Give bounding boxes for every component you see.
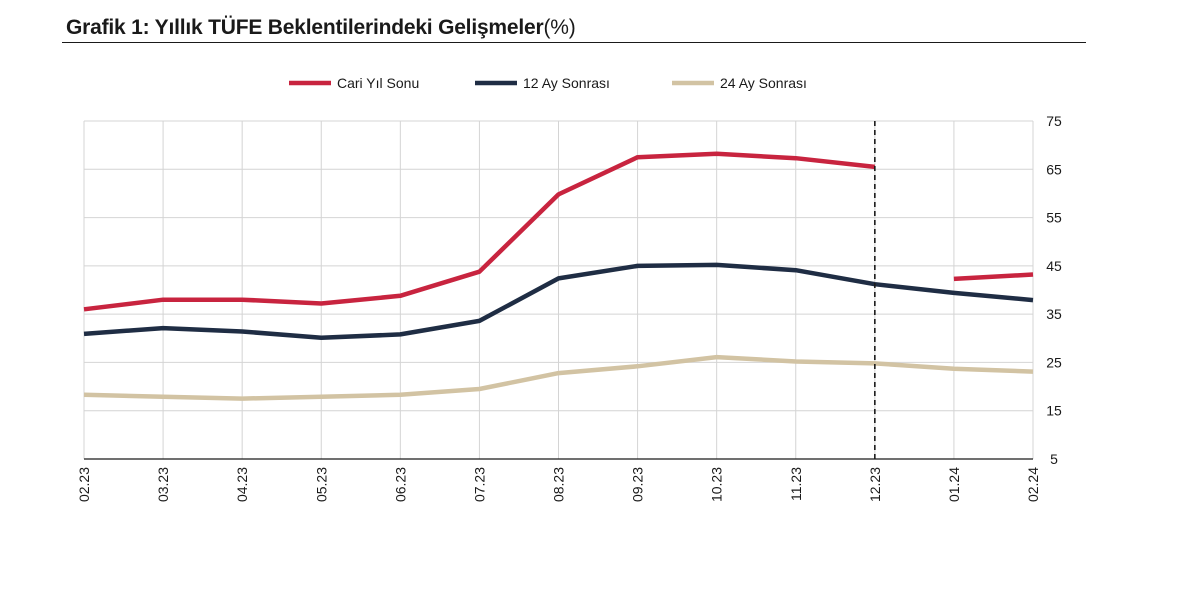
- y-tick-label-75: 75: [1046, 113, 1062, 129]
- chart-title: Grafik 1: Yıllık TÜFE Beklentilerindeki …: [66, 16, 576, 40]
- title-underline: [62, 42, 1086, 43]
- series-line-1-segment-1: [83, 151, 876, 312]
- y-tick-label-65: 65: [1046, 161, 1062, 177]
- x-tick-label-02.23: 02.23: [76, 467, 92, 502]
- x-tick-label-12.23: 12.23: [867, 467, 883, 502]
- x-tick-label-08.23: 08.23: [551, 467, 567, 502]
- x-tick-label-07.23: 07.23: [471, 467, 487, 502]
- chart-grid: [83, 120, 1034, 460]
- x-tick-label-10.23: 10.23: [709, 467, 725, 502]
- x-tick-label-11.23: 11.23: [788, 467, 804, 501]
- chart-title-unit: (%): [543, 16, 576, 39]
- x-tick-label-03.23: 03.23: [155, 467, 171, 502]
- legend-label-3: 24 Ay Sonrası: [720, 75, 807, 91]
- x-axis: 02.23 03.23 04.23 05.23 06.23 07.23 08.23 09.23…: [76, 467, 1041, 502]
- x-tick-label-04.23: 04.23: [234, 467, 250, 502]
- legend-label-1: Cari Yıl Sonu: [337, 75, 419, 91]
- y-tick-label-25: 25: [1046, 354, 1062, 370]
- series-line-3-segment-1: [83, 354, 1034, 401]
- x-tick-label-01.24: 01.24: [946, 467, 962, 502]
- legend-label-2: 12 Ay Sonrası: [523, 75, 610, 91]
- y-tick-label-5: 5: [1050, 451, 1058, 467]
- x-tick-label-02.24: 02.24: [1025, 467, 1041, 502]
- y-tick-label-45: 45: [1046, 258, 1062, 274]
- y-axis: 5 15 25 35 45 55 65 75: [1046, 113, 1062, 467]
- x-tick-label-09.23: 09.23: [630, 467, 646, 502]
- chart-legend: Cari Yıl Sonu 12 Ay Sonrası 24 Ay Sonrası: [289, 75, 807, 91]
- series-line-1-segment-2: [953, 272, 1034, 282]
- chart-title-text: Grafik 1: Yıllık TÜFE Beklentilerindeki …: [66, 16, 544, 39]
- y-tick-label-35: 35: [1046, 306, 1062, 322]
- y-tick-label-15: 15: [1046, 403, 1062, 419]
- x-tick-label-05.23: 05.23: [313, 467, 329, 502]
- y-tick-label-55: 55: [1046, 210, 1062, 226]
- x-tick-label-06.23: 06.23: [392, 467, 408, 502]
